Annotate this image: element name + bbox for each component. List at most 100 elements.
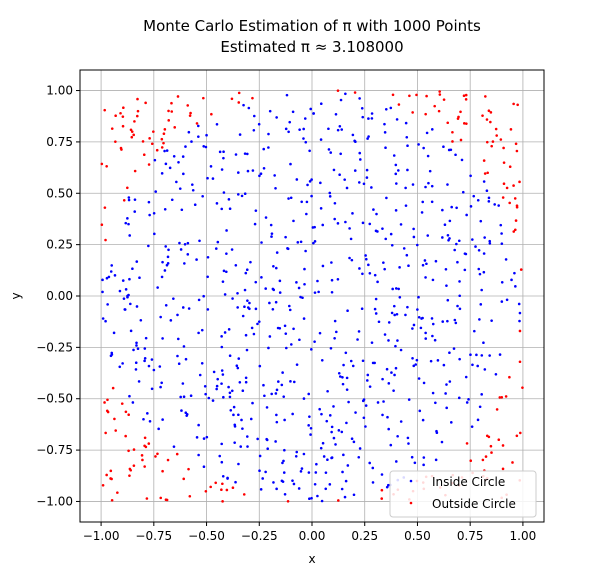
point-inside: [169, 319, 173, 322]
point-outside: [485, 434, 489, 438]
point-inside: [228, 391, 232, 395]
point-outside: [231, 486, 235, 490]
point-inside: [262, 166, 266, 170]
point-inside: [360, 307, 364, 311]
point-inside: [234, 264, 238, 267]
point-inside: [353, 139, 356, 143]
point-inside: [415, 358, 419, 362]
point-inside: [366, 379, 369, 382]
point-inside: [463, 252, 467, 255]
point-inside: [445, 406, 448, 410]
point-inside: [333, 319, 337, 323]
point-inside: [376, 230, 379, 233]
point-inside: [110, 264, 114, 267]
point-inside: [344, 479, 348, 483]
point-inside: [330, 278, 334, 282]
point-inside: [250, 326, 254, 330]
point-inside: [366, 137, 369, 140]
point-inside: [258, 364, 262, 368]
point-outside: [237, 101, 241, 104]
point-outside: [221, 482, 224, 486]
point-inside: [118, 365, 122, 369]
point-inside: [442, 145, 445, 148]
point-outside: [114, 140, 117, 143]
point-outside: [513, 197, 517, 200]
point-outside: [521, 386, 524, 389]
point-inside: [183, 262, 186, 265]
legend-box: [389, 470, 537, 518]
point-inside: [157, 427, 160, 431]
y-axis-ticks: −1.00 −0.75 −0.50 −0.25 0.00 0.25 0.50 0.75 1.00: [36, 84, 80, 508]
point-inside: [443, 223, 447, 226]
point-inside: [231, 297, 234, 300]
point-inside: [182, 345, 186, 348]
point-inside: [109, 270, 113, 273]
point-outside: [129, 468, 133, 472]
point-inside: [421, 200, 425, 204]
point-inside: [246, 299, 249, 302]
point-inside: [187, 130, 191, 134]
point-inside: [167, 248, 170, 252]
point-inside: [429, 359, 433, 363]
point-inside: [134, 368, 138, 371]
point-inside: [358, 267, 361, 270]
point-inside: [421, 263, 425, 267]
point-outside: [500, 395, 504, 399]
point-outside: [221, 500, 224, 503]
point-inside: [450, 205, 453, 209]
point-inside: [477, 249, 481, 252]
point-inside: [394, 209, 398, 212]
point-inside: [336, 277, 340, 281]
point-inside: [402, 247, 406, 250]
point-inside: [163, 208, 167, 211]
point-outside: [408, 94, 411, 98]
point-outside: [114, 114, 117, 118]
point-inside: [319, 207, 323, 210]
point-inside: [133, 210, 137, 213]
point-inside: [410, 455, 414, 459]
point-inside: [211, 399, 215, 402]
point-inside: [275, 116, 278, 119]
point-inside: [225, 229, 228, 232]
point-inside: [138, 276, 141, 280]
point-inside: [479, 219, 483, 223]
point-inside: [261, 477, 264, 480]
point-inside: [330, 425, 334, 429]
point-inside: [289, 380, 292, 383]
point-inside: [350, 258, 354, 262]
point-inside: [313, 225, 316, 229]
point-inside: [332, 168, 336, 172]
point-inside: [422, 146, 425, 150]
point-inside: [457, 396, 461, 400]
point-outside: [159, 496, 163, 500]
point-inside: [236, 306, 239, 309]
point-outside: [166, 458, 170, 462]
point-inside: [367, 135, 370, 138]
point-inside: [354, 411, 357, 414]
point-inside: [428, 169, 432, 173]
point-inside: [165, 149, 169, 152]
point-inside: [441, 208, 444, 212]
point-inside: [417, 377, 421, 380]
point-inside: [158, 365, 162, 368]
point-inside: [286, 247, 290, 251]
point-outside: [465, 442, 469, 445]
point-outside: [437, 109, 441, 113]
y-tick-label: −1.00: [36, 494, 73, 508]
point-inside: [223, 331, 227, 334]
point-outside: [509, 128, 513, 131]
point-outside: [286, 500, 290, 503]
point-inside: [340, 487, 344, 491]
point-inside: [404, 121, 408, 125]
point-inside: [220, 207, 224, 211]
point-inside: [357, 330, 361, 333]
point-inside: [275, 251, 279, 254]
point-inside: [287, 197, 290, 200]
point-inside: [220, 345, 224, 349]
point-inside: [513, 271, 516, 275]
point-inside: [420, 211, 424, 214]
point-outside: [380, 488, 384, 492]
point-inside: [240, 418, 243, 422]
point-outside: [214, 481, 218, 485]
point-inside: [198, 239, 201, 243]
